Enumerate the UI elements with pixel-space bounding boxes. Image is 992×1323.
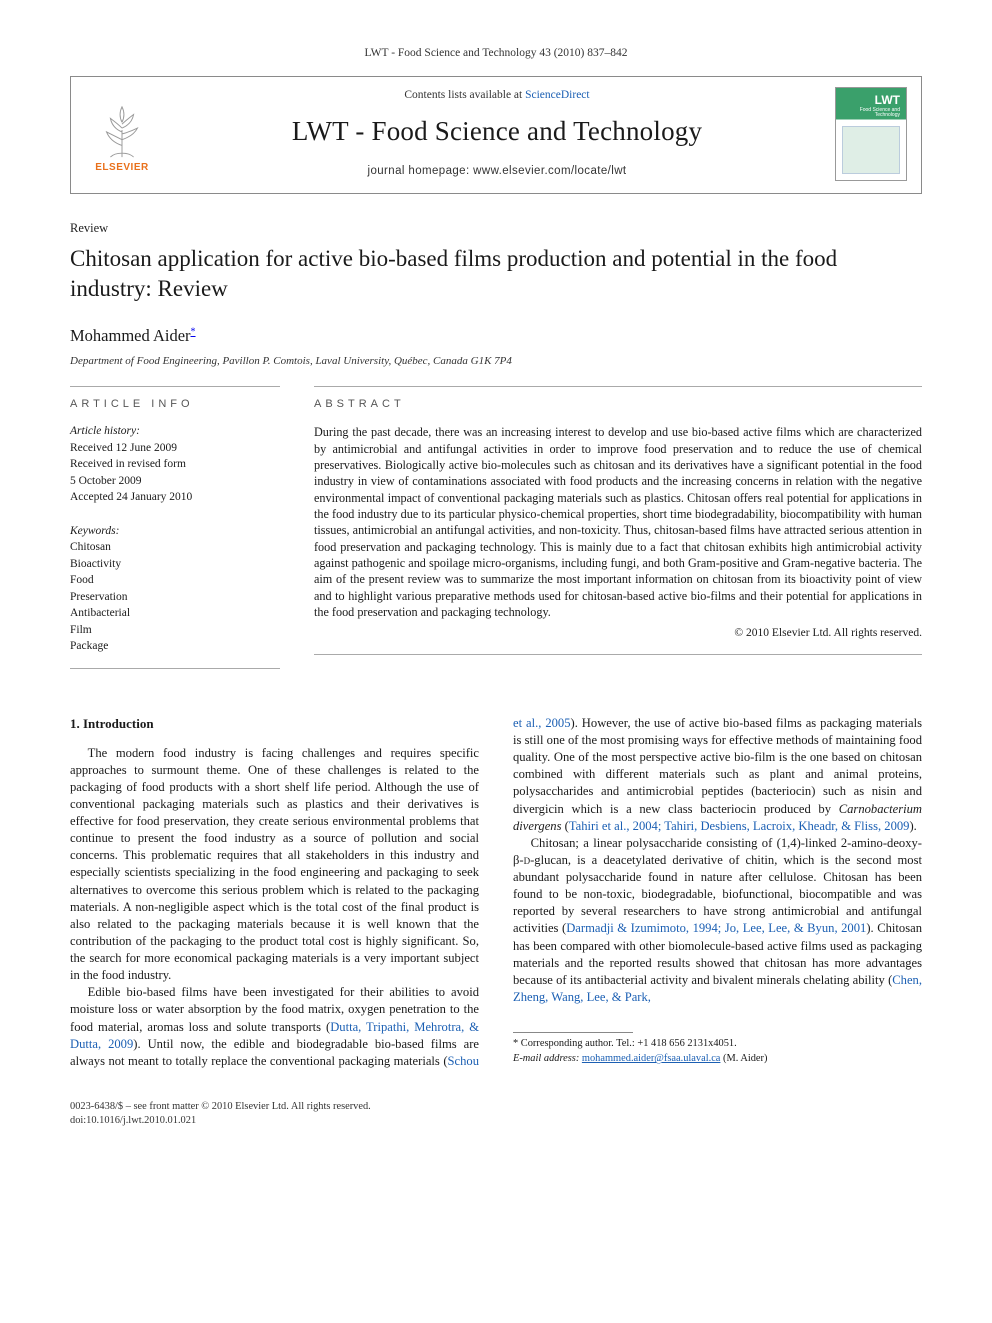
corresponding-author-footnote: * Corresponding author. Tel.: +1 418 656… (513, 1032, 922, 1066)
author-affiliation: Department of Food Engineering, Pavillon… (70, 354, 922, 369)
abstract-copyright: © 2010 Elsevier Ltd. All rights reserved… (314, 626, 922, 642)
keyword: Bioactivity (70, 557, 280, 573)
homepage-url[interactable]: www.elsevier.com/locate/lwt (473, 165, 626, 177)
doi-line: doi:10.1016/j.lwt.2010.01.021 (70, 1114, 371, 1128)
author-email-link[interactable]: mohammed.aider@fsaa.ulaval.ca (582, 1053, 721, 1064)
history-line: 5 October 2009 (70, 474, 280, 490)
contents-available-line: Contents lists available at ScienceDirec… (173, 88, 821, 104)
journal-masthead: ELSEVIER Contents lists available at Sci… (70, 76, 922, 194)
publisher-logo: ELSEVIER (85, 93, 159, 175)
keyword: Preservation (70, 590, 280, 606)
history-line: Received 12 June 2009 (70, 441, 280, 457)
email-label: E-mail address: (513, 1053, 582, 1064)
article-type: Review (70, 220, 922, 237)
article-history-heading: Article history: (70, 424, 280, 440)
cover-title: LWT (875, 92, 900, 108)
footnote-rule (513, 1032, 633, 1033)
body-paragraph: Chitosan; a linear polysaccharide consis… (513, 835, 922, 1006)
keywords-heading: Keywords: (70, 524, 280, 540)
abstract-heading: abstract (314, 397, 922, 412)
history-line: Received in revised form (70, 457, 280, 473)
email-tail: (M. Aider) (720, 1053, 767, 1064)
page-footer: 0023-6438/$ – see front matter © 2010 El… (70, 1098, 922, 1128)
cover-image-placeholder (842, 126, 900, 174)
body-text: ( (562, 819, 569, 833)
keyword: Antibacterial (70, 606, 280, 622)
info-abstract-row: article info Article history: Received 1… (70, 386, 922, 669)
keyword: Film (70, 623, 280, 639)
footnote-line: * Corresponding author. Tel.: +1 418 656… (513, 1037, 922, 1051)
article-info-heading: article info (70, 397, 280, 412)
keyword: Chitosan (70, 540, 280, 556)
article-title: Chitosan application for active bio-base… (70, 244, 922, 303)
footer-left: 0023-6438/$ – see front matter © 2010 El… (70, 1100, 371, 1128)
corresponding-tel: +1 418 656 2131x4051. (637, 1038, 736, 1049)
citation-link[interactable]: Darmadji & Izumimoto, 1994; Jo, Lee, Lee… (566, 921, 866, 935)
front-matter-line: 0023-6438/$ – see front matter © 2010 El… (70, 1100, 371, 1114)
footnote-line: E-mail address: mohammed.aider@fsaa.ulav… (513, 1052, 922, 1066)
section-heading-introduction: 1. Introduction (70, 715, 479, 733)
elsevier-tree-icon (93, 101, 151, 159)
sciencedirect-link[interactable]: ScienceDirect (525, 89, 590, 101)
citation-link[interactable]: Tahiri et al., 2004; Tahiri, Desbiens, L… (569, 819, 910, 833)
journal-name: LWT - Food Science and Technology (173, 113, 821, 149)
body-paragraph: The modern food industry is facing chall… (70, 745, 479, 985)
masthead-center: Contents lists available at ScienceDirec… (173, 88, 821, 179)
cover-subtitle: Food Science and Technology (836, 108, 900, 118)
corresponding-label: * Corresponding author. Tel.: (513, 1038, 637, 1049)
keyword: Food (70, 573, 280, 589)
keyword: Package (70, 639, 280, 655)
corresponding-author-marker[interactable]: * (191, 327, 196, 338)
contents-prefix: Contents lists available at (404, 89, 525, 101)
abstract-column: abstract During the past decade, there w… (314, 386, 922, 669)
publisher-label: ELSEVIER (95, 161, 148, 175)
article-body: 1. Introduction The modern food industry… (70, 715, 922, 1070)
homepage-prefix: journal homepage: (368, 165, 474, 177)
journal-homepage-line: journal homepage: www.elsevier.com/locat… (173, 164, 821, 180)
abstract-text: During the past decade, there was an inc… (314, 424, 922, 620)
history-line: Accepted 24 January 2010 (70, 490, 280, 506)
article-info-column: article info Article history: Received 1… (70, 386, 280, 669)
author-text: Mohammed Aider (70, 326, 191, 345)
body-text: ). (909, 819, 916, 833)
running-citation: LWT - Food Science and Technology 43 (20… (70, 46, 922, 62)
author-name: Mohammed Aider* (70, 325, 922, 347)
journal-cover-thumbnail: LWT Food Science and Technology (835, 87, 907, 181)
